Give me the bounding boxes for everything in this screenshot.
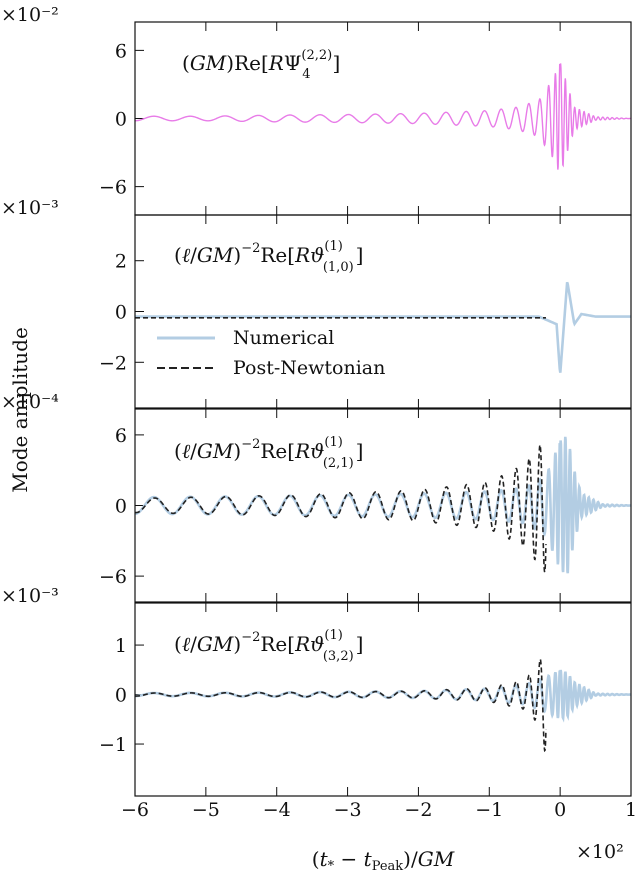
- panel-label-2: (ℓ/GM)−2Re[Rϑ(1) (1,0)]: [174, 239, 363, 275]
- panel-frame: [134, 602, 632, 797]
- y-tick-label: 0: [115, 496, 127, 518]
- numerical-line-panel-1: [135, 63, 631, 170]
- panel-label-4: (ℓ/GM)−2Re[Rϑ(1) (3,2)]: [174, 628, 363, 664]
- x-tick-label: −5: [192, 799, 220, 821]
- y-tick-label: −6: [99, 177, 127, 199]
- y-axis-label: Mode amplitude: [8, 327, 32, 493]
- panel-label-3: (ℓ/GM)−2Re[Rϑ(1) (2,1)]: [174, 435, 363, 471]
- legend-post-newtonian-label: Post-Newtonian: [233, 357, 385, 379]
- y-multiplier: ×10⁻²: [1, 4, 59, 26]
- y-tick-label: 6: [115, 40, 127, 62]
- y-tick-label: 0: [115, 685, 127, 707]
- x-axis-label: (t* − tPeak)/GM: [312, 847, 455, 874]
- numerical-line-panel-2: [135, 281, 631, 373]
- x-tick-label: −6: [121, 799, 149, 821]
- y-tick-label: −2: [99, 352, 127, 374]
- numerical-line-panel-4: [135, 669, 631, 723]
- y-tick-label: 1: [115, 635, 127, 657]
- x-tick-label: −3: [334, 799, 362, 821]
- x-tick-label: 0: [554, 799, 566, 821]
- y-multiplier: ×10⁻³: [1, 197, 59, 219]
- y-multiplier: ×10⁻⁴: [1, 391, 59, 413]
- x-tick-label: −4: [263, 799, 291, 821]
- y-tick-label: 6: [115, 425, 127, 447]
- y-tick-label: −1: [99, 734, 127, 756]
- post-newtonian-line-panel-4: [135, 657, 547, 753]
- y-tick-label: −6: [99, 566, 127, 588]
- x-tick-label: 1: [625, 799, 637, 821]
- x-tick-label: −2: [404, 799, 432, 821]
- panel-label-1: (GM)Re[RΨ(2,2) 4]: [182, 48, 340, 82]
- y-tick-label: 0: [115, 109, 127, 131]
- y-tick-label: 2: [115, 251, 127, 273]
- legend-numerical-label: Numerical: [233, 327, 334, 349]
- y-tick-label: 0: [115, 302, 127, 324]
- panel-frame: [134, 408, 632, 603]
- x-tick-label: −1: [475, 799, 503, 821]
- panel-frame: [134, 214, 632, 409]
- x-multiplier: ×10²: [576, 841, 624, 863]
- post-newtonian-line-panel-3: [135, 442, 547, 573]
- y-multiplier: ×10⁻³: [1, 585, 59, 607]
